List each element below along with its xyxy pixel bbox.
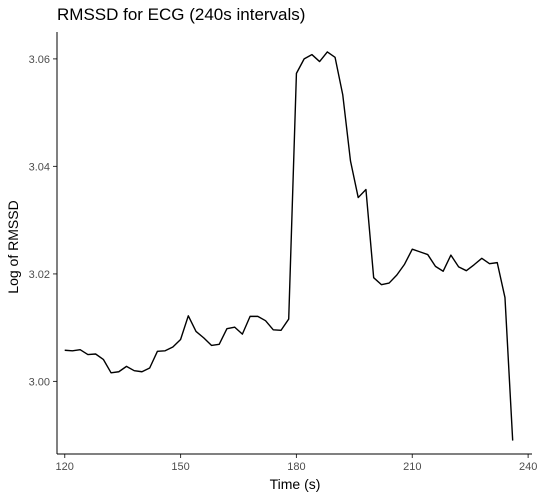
x-tick-label: 150 bbox=[171, 461, 189, 473]
x-tick-label: 210 bbox=[403, 461, 421, 473]
x-axis-ticks: 120 150 180 210 240 bbox=[56, 454, 537, 473]
x-tick-label: 180 bbox=[287, 461, 305, 473]
x-tick-label: 240 bbox=[519, 461, 537, 473]
y-tick-label: 3.02 bbox=[29, 269, 50, 281]
x-tick-label: 120 bbox=[56, 461, 74, 473]
y-tick-label: 3.04 bbox=[29, 161, 50, 173]
series-layer bbox=[64, 51, 514, 441]
rmssd-series-line bbox=[64, 51, 514, 441]
y-axis-ticks: 3.00 3.02 3.04 3.06 bbox=[29, 54, 57, 388]
y-tick-label: 3.00 bbox=[29, 376, 50, 388]
x-axis-title: Time (s) bbox=[270, 476, 321, 492]
chart-title: RMSSD for ECG (240s intervals) bbox=[57, 5, 305, 24]
y-axis-title: Log of RMSSD bbox=[5, 200, 21, 293]
y-tick-label: 3.06 bbox=[29, 54, 50, 66]
